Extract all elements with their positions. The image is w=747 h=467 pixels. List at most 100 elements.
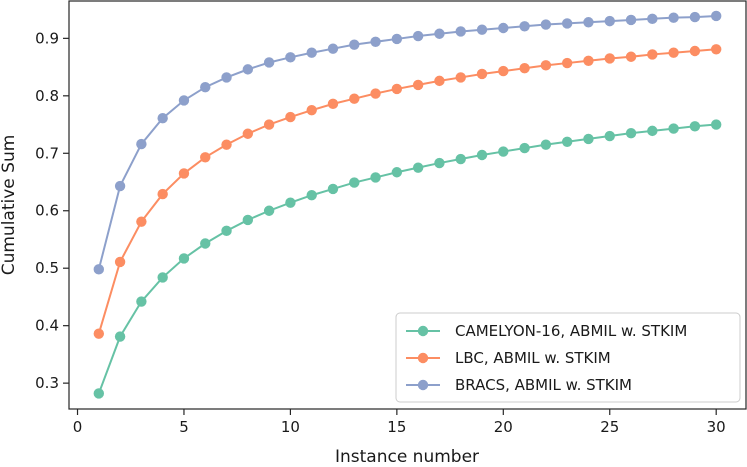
- data-point: [178, 168, 190, 179]
- legend-label: LBC, ABMIL w. STKIM: [455, 349, 611, 367]
- y-tick-label: 0.4: [35, 317, 59, 335]
- data-point: [476, 24, 488, 35]
- data-point: [136, 138, 147, 150]
- legend-box: [395, 312, 741, 403]
- data-point: [434, 28, 445, 39]
- data-point: [327, 183, 339, 195]
- data-point: [200, 152, 211, 163]
- data-point: [625, 127, 637, 139]
- data-point: [391, 33, 403, 45]
- data-point: [668, 47, 679, 58]
- data-point: [519, 142, 530, 154]
- data-point: [114, 256, 126, 268]
- data-point: [370, 36, 381, 47]
- plot-frame: [68, 0, 747, 410]
- x-axis-label: Instance number: [335, 447, 479, 467]
- data-point: [306, 104, 317, 116]
- data-point: [498, 65, 509, 77]
- data-point: [710, 10, 722, 22]
- data-point: [455, 72, 466, 83]
- data-point: [285, 52, 296, 63]
- legend-marker: [417, 379, 429, 391]
- data-point: [561, 136, 573, 147]
- data-point: [178, 253, 190, 264]
- data-point: [349, 39, 360, 50]
- data-point: [689, 121, 701, 132]
- data-point: [604, 130, 615, 142]
- data-point: [200, 238, 211, 249]
- data-point: [668, 12, 679, 23]
- data-point: [391, 83, 403, 95]
- data-point: [221, 139, 232, 150]
- data-point: [285, 111, 296, 123]
- x-tick-label: 15: [387, 418, 406, 436]
- data-point: [455, 26, 466, 37]
- legend-entries: CAMELYON-16, ABMIL w. STKIM LBC, ABMIL w.…: [406, 322, 687, 394]
- y-tick-label: 0.6: [35, 202, 59, 220]
- data-point: [93, 264, 105, 275]
- x-tick-label: 5: [179, 418, 189, 436]
- data-point: [93, 328, 105, 339]
- data-point: [668, 123, 679, 134]
- data-point: [498, 146, 509, 157]
- data-point: [242, 214, 254, 226]
- x-tick-label: 0: [73, 418, 83, 436]
- x-axis-ticks: 0 5 10 15 20 25 30: [73, 409, 726, 436]
- y-tick-label: 0.3: [35, 374, 59, 392]
- data-point: [434, 157, 445, 169]
- data-point: [157, 188, 168, 200]
- data-point: [136, 216, 147, 227]
- series-3: [93, 10, 722, 275]
- legend: CAMELYON-16, ABMIL w. STKIM LBC, ABMIL w.…: [395, 312, 741, 403]
- data-point: [689, 45, 701, 57]
- legend-label: CAMELYON-16, ABMIL w. STKIM: [455, 322, 687, 340]
- data-point: [157, 272, 168, 283]
- y-tick-label: 0.5: [35, 259, 59, 277]
- data-point: [498, 22, 509, 34]
- data-point: [540, 139, 552, 150]
- data-point: [710, 119, 722, 130]
- legend-entry: LBC, ABMIL w. STKIM: [406, 349, 611, 367]
- data-point: [370, 88, 381, 99]
- data-point: [519, 63, 530, 74]
- data-point: [263, 205, 275, 216]
- legend-label: BRACS, ABMIL w. STKIM: [455, 376, 632, 394]
- data-point: [370, 172, 381, 183]
- data-point: [263, 119, 275, 130]
- data-point: [391, 167, 403, 178]
- data-point: [157, 113, 168, 124]
- data-point: [327, 43, 339, 54]
- data-point: [583, 17, 594, 28]
- data-point: [306, 47, 317, 58]
- data-point: [242, 128, 254, 139]
- data-point: [540, 19, 552, 30]
- data-point: [540, 60, 552, 71]
- data-point: [647, 49, 658, 60]
- data-point: [625, 14, 637, 26]
- data-point: [136, 296, 147, 307]
- x-tick-label: 10: [281, 418, 300, 436]
- data-point: [349, 177, 360, 188]
- x-tick-label: 30: [707, 418, 726, 436]
- data-point: [604, 53, 615, 64]
- series-layer: [93, 10, 722, 399]
- data-point: [114, 331, 126, 342]
- data-point: [178, 95, 190, 106]
- data-point: [285, 197, 296, 208]
- data-point: [263, 57, 275, 68]
- data-point: [647, 13, 658, 25]
- y-tick-label: 0.9: [35, 29, 59, 47]
- series-line: [97, 14, 717, 270]
- legend-marker: [417, 325, 429, 337]
- y-tick-label: 0.7: [35, 144, 59, 162]
- data-point: [412, 30, 424, 42]
- data-point: [604, 15, 615, 27]
- data-point: [561, 57, 573, 69]
- series-1: [93, 119, 722, 399]
- data-point: [455, 153, 466, 165]
- x-tick-label: 20: [494, 418, 513, 436]
- data-point: [583, 55, 594, 66]
- data-point: [561, 18, 573, 29]
- data-point: [221, 225, 232, 237]
